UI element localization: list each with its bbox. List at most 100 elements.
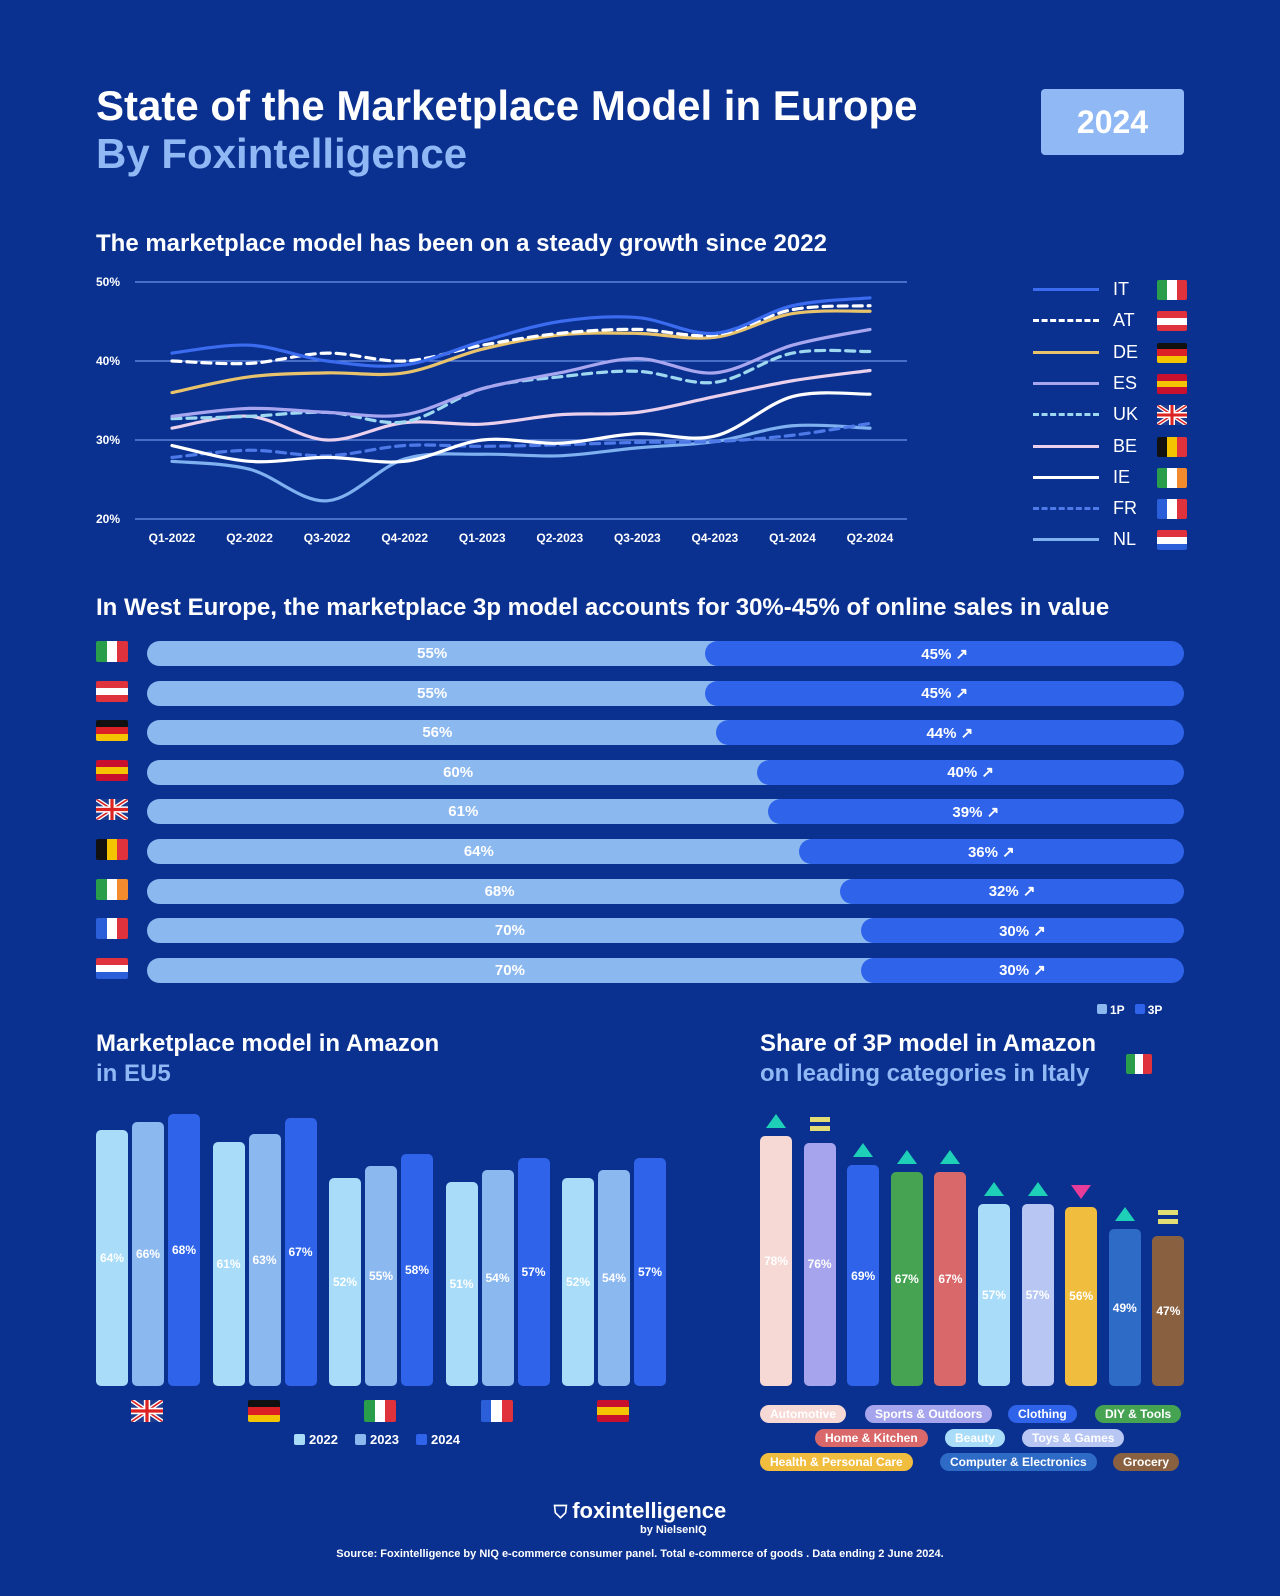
legend-item-fr: FR	[1033, 498, 1137, 519]
hbar-row-nl: 70% 30% ↗	[147, 957, 1184, 983]
bar-label: 63%	[252, 1253, 277, 1267]
legend-item-be: BE	[1033, 436, 1137, 457]
bar-home-kitchen: 67%	[934, 1171, 967, 1386]
x-tick-label: Q4-2023	[692, 531, 739, 545]
eu5-title: Marketplace model in Amazon	[96, 1030, 440, 1057]
hbar-row-uk: 61% 39% ↗	[147, 799, 1184, 825]
legend-label: UK	[1113, 404, 1139, 425]
legend-item-ie: IE	[1033, 467, 1130, 488]
flag-de-icon	[1157, 342, 1187, 363]
bar-label: 52%	[565, 1275, 591, 1289]
flag-be-icon	[96, 839, 128, 860]
bar-1p: 61%	[147, 799, 780, 825]
legend-line	[1033, 319, 1099, 323]
bar-clothing: 69%	[847, 1165, 880, 1386]
bar-es-2023: 54%	[598, 1170, 630, 1386]
bar-3p: 45% ↗	[705, 680, 1184, 706]
category-tag: Home & Kitchen	[815, 1429, 928, 1447]
bar-diy-tools: 67%	[890, 1171, 923, 1386]
trend-up-icon	[1114, 1207, 1135, 1222]
trend-up-icon	[853, 1143, 874, 1158]
bar-1p: 60%	[147, 759, 770, 785]
bar-it-2023: 55%	[365, 1166, 397, 1386]
flag-uk-icon	[131, 1400, 163, 1422]
series-line-de	[170, 309, 872, 395]
bar-label: 58%	[404, 1263, 430, 1277]
flag-fr-icon	[1157, 499, 1187, 520]
legend-line	[1033, 507, 1099, 511]
category-tag: Toys & Games	[1022, 1429, 1125, 1447]
flag-uk-icon	[96, 799, 128, 821]
flag-nl-icon	[1157, 530, 1187, 551]
bar-sports-outdoors: 76%	[803, 1142, 836, 1386]
y-tick-label: 40%	[96, 354, 120, 368]
legend-item-uk: UK	[1033, 404, 1138, 425]
hbar-row-it: 55% 45% ↗	[147, 641, 1184, 666]
bar-label: 54%	[601, 1271, 627, 1285]
bar-1p: 70%	[147, 918, 873, 944]
bar-1p: 56%	[147, 720, 728, 746]
legend-2023: 2023	[355, 1432, 399, 1447]
bar-label: 57%	[637, 1265, 663, 1279]
trend-up-icon	[1027, 1181, 1048, 1196]
bar-fr-2023: 54%	[481, 1170, 514, 1386]
legend-1p: 1P	[1097, 1003, 1125, 1017]
series-line-es	[170, 327, 872, 418]
x-tick-label: Q2-2024	[847, 531, 894, 545]
legend-3p: 3P	[1134, 1003, 1162, 1017]
series-line-fr	[170, 421, 872, 459]
bar-3p: 39% ↗	[767, 799, 1184, 825]
category-tag: Grocery	[1113, 1453, 1180, 1471]
italy-subtitle: on leading categories in Italy	[760, 1060, 1090, 1087]
x-tick-label: Q1-2024	[769, 531, 816, 545]
bar-automotive: 78%	[760, 1136, 792, 1386]
bar-it-2024: 58%	[401, 1154, 433, 1386]
bar-1p: 55%	[147, 641, 718, 666]
trend-up-icon	[940, 1149, 961, 1164]
bar-label: 55%	[368, 1269, 394, 1283]
x-tick-label: Q1-2022	[149, 531, 196, 545]
bar-1p: 64%	[147, 839, 811, 864]
footer-source: Source: Foxintelligence by NIQ e-commerc…	[336, 1548, 944, 1560]
bar-1p: 55%	[147, 680, 718, 706]
bar-3p: 40% ↗	[757, 759, 1184, 785]
bar-3p: 30% ↗	[860, 918, 1184, 944]
bar-label: 61%	[216, 1257, 241, 1271]
flag-fr-icon	[480, 1400, 513, 1422]
hbar-row-be: 64% 36% ↗	[147, 839, 1184, 864]
bar-3p: 36% ↗	[798, 839, 1184, 864]
hbar-row-at: 55% 45% ↗	[147, 680, 1184, 706]
bar-label: 64%	[99, 1251, 125, 1265]
x-tick-label: Q2-2022	[226, 531, 273, 545]
bar-label: 49%	[1112, 1300, 1137, 1315]
series-line-ie	[170, 391, 872, 464]
line-chart-title: The marketplace model has been on a stea…	[96, 230, 827, 257]
fox-logo-icon: ⛉	[553, 1502, 573, 1522]
hbar-row-de: 56% 44% ↗	[147, 720, 1184, 746]
legend-item-it: IT	[1033, 279, 1129, 300]
bar-fr-2024: 57%	[517, 1158, 550, 1386]
bar-label: 67%	[894, 1271, 919, 1286]
legend-line	[1033, 381, 1099, 385]
hbar-row-es: 60% 40% ↗	[147, 759, 1184, 785]
flag-fr-icon	[96, 918, 128, 940]
bar-label: 52%	[332, 1275, 358, 1289]
bar-uk-2022: 64%	[96, 1130, 128, 1386]
trend-up-icon	[984, 1181, 1004, 1196]
y-tick-label: 30%	[96, 433, 120, 447]
flag-at-icon	[1157, 311, 1187, 332]
year-badge: 2024	[1041, 89, 1184, 155]
bar-es-2024: 57%	[634, 1158, 666, 1386]
legend-line	[1033, 444, 1099, 448]
bar-label: 67%	[288, 1245, 313, 1259]
category-tag: Computer & Electronics	[940, 1453, 1097, 1471]
flag-at-icon	[96, 680, 128, 702]
hbar-legend: 1P 3P	[1097, 1003, 1162, 1017]
bar-health-personal-care: 56%	[1065, 1206, 1098, 1386]
flag-de-icon	[96, 720, 128, 742]
bar-label: 68%	[171, 1243, 197, 1257]
eu5-subtitle: in EU5	[96, 1060, 171, 1087]
bar-de-2024: 67%	[284, 1118, 317, 1386]
bar-it-2022: 52%	[329, 1178, 361, 1386]
legend-item-de: DE	[1033, 342, 1138, 363]
